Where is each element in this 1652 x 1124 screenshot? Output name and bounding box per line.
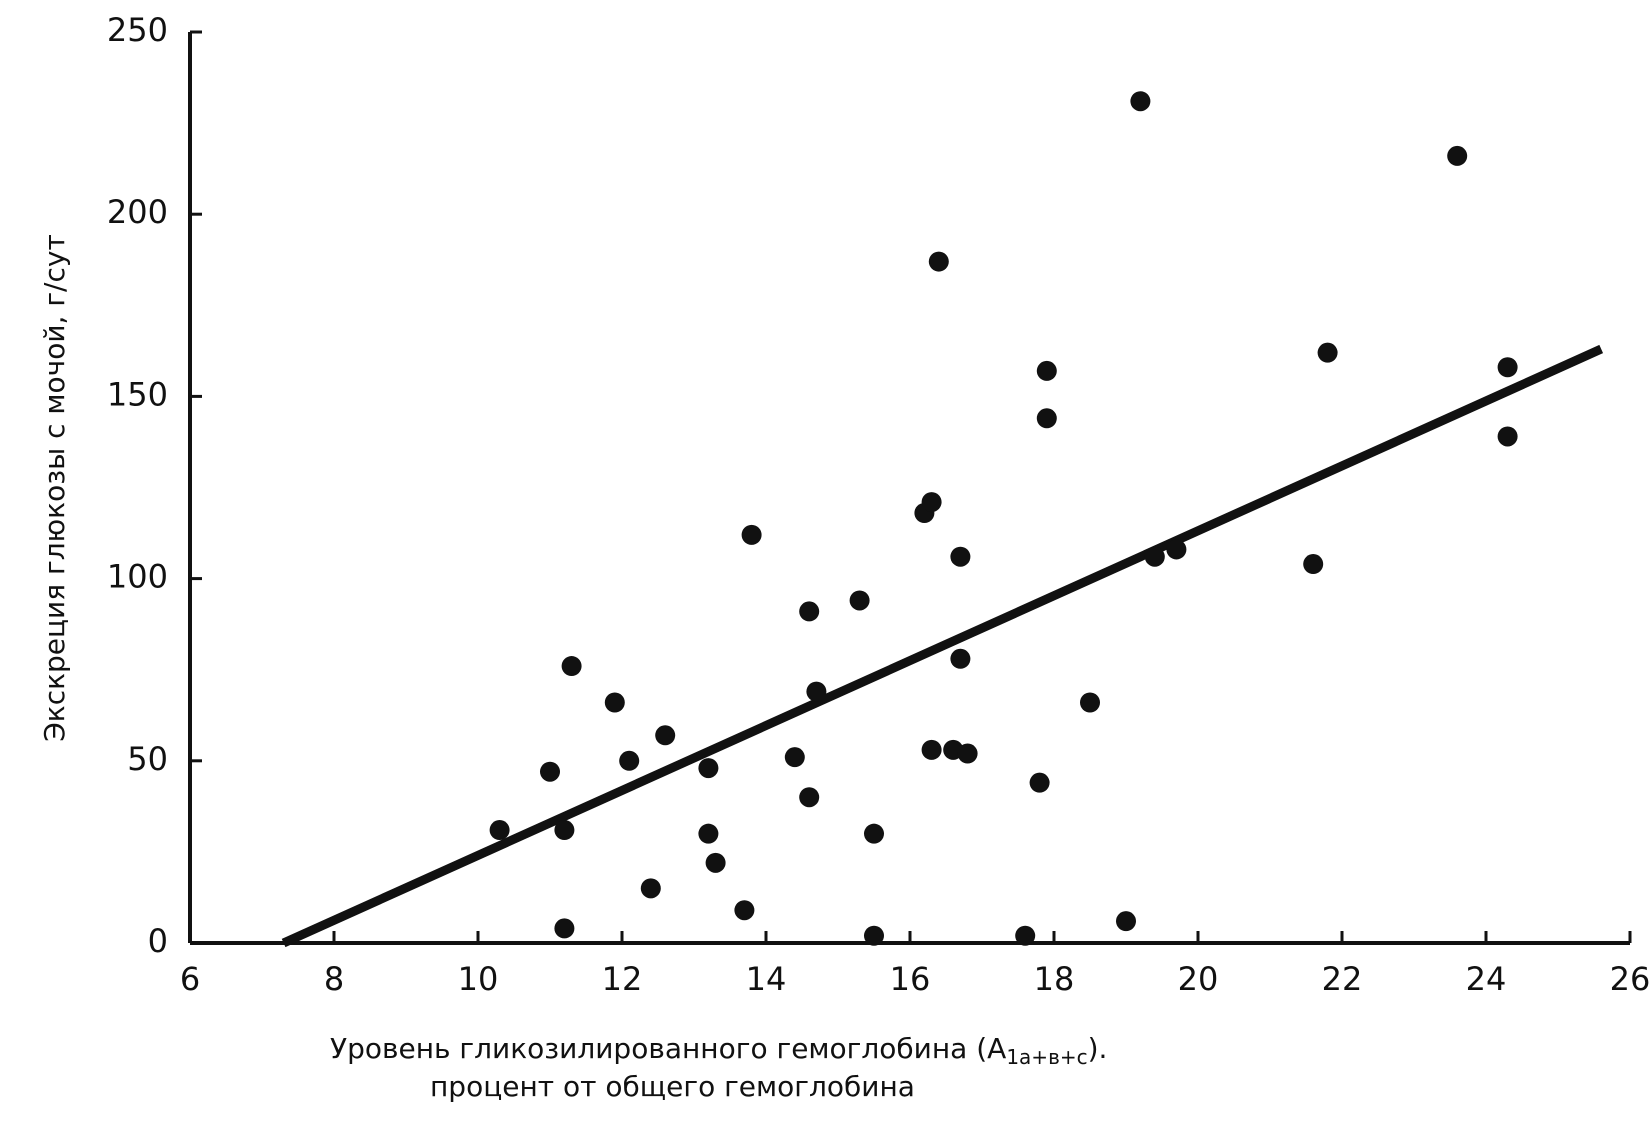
point <box>950 546 971 567</box>
point <box>849 590 870 611</box>
y-axis-label: Экскреция глюкозы с мочой, г/сут <box>38 234 71 742</box>
point <box>864 925 884 946</box>
x-tick-label: 18 <box>1034 960 1075 998</box>
point <box>540 761 560 782</box>
point <box>928 251 949 272</box>
x-tick-label: 20 <box>1178 960 1219 998</box>
point <box>561 656 582 677</box>
point <box>1497 357 1518 378</box>
point <box>921 492 942 513</box>
point <box>1497 426 1518 447</box>
fit-line <box>281 344 1604 948</box>
point <box>1080 692 1100 713</box>
point <box>655 725 676 746</box>
x-axis-label-line2: процент от общего гемоглобина <box>430 1070 915 1103</box>
y-tick-label: 50 <box>127 740 168 778</box>
y-tick-label: 250 <box>107 11 168 49</box>
point <box>864 823 884 844</box>
point <box>784 747 805 768</box>
point <box>1015 925 1036 946</box>
x-tick-label: 8 <box>324 960 344 998</box>
point <box>1447 145 1468 166</box>
x-tick-label: 6 <box>180 960 200 998</box>
point <box>489 820 510 841</box>
point <box>741 524 762 545</box>
point <box>1166 539 1187 560</box>
point <box>1317 342 1338 363</box>
y-tick-label: 150 <box>107 375 168 413</box>
point <box>957 743 978 764</box>
point <box>1303 554 1324 575</box>
x-tick-label: 26 <box>1610 960 1651 998</box>
y-tick-label: 0 <box>148 922 168 960</box>
point <box>619 750 640 771</box>
x-tick-label: 12 <box>602 960 643 998</box>
x-axis-label-suffix: ). <box>1088 1032 1108 1065</box>
x-tick-label: 22 <box>1322 960 1363 998</box>
point <box>1036 360 1057 381</box>
x-axis-label: Уровень гликозилированного гемоглобина (… <box>330 1032 1107 1069</box>
point <box>698 758 719 779</box>
point <box>799 601 820 622</box>
x-tick-label: 14 <box>746 960 787 998</box>
y-tick-label: 200 <box>107 193 168 231</box>
point <box>1029 772 1050 793</box>
point <box>698 823 719 844</box>
x-axis-label-subscript: 1a+в+с <box>1006 1045 1087 1069</box>
x-tick-label: 24 <box>1466 960 1507 998</box>
x-tick-label: 10 <box>458 960 499 998</box>
point <box>799 787 820 808</box>
point <box>554 918 575 939</box>
x-axis-label-text: Уровень гликозилированного гемоглобина (… <box>330 1032 1006 1065</box>
point <box>806 681 827 702</box>
point <box>604 692 625 713</box>
point <box>1130 91 1151 112</box>
point <box>950 648 971 669</box>
point <box>1036 408 1057 429</box>
point <box>640 878 661 899</box>
point <box>1144 546 1165 567</box>
point <box>921 739 942 760</box>
point <box>734 900 755 921</box>
point <box>705 852 726 873</box>
y-tick-label: 100 <box>107 558 168 596</box>
point <box>554 820 575 841</box>
point <box>1116 911 1136 932</box>
x-tick-label: 16 <box>890 960 931 998</box>
